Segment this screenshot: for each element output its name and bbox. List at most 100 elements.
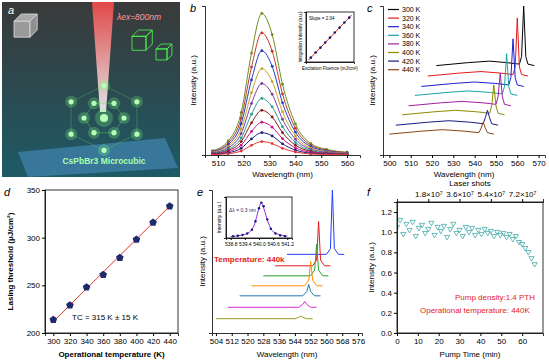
tick: 440 [164, 333, 178, 346]
marker [263, 205, 265, 207]
marker [507, 232, 512, 236]
tick-label: 320 [64, 337, 78, 346]
legend-swatch [388, 60, 399, 61]
tick-mark [480, 333, 481, 336]
axis-line [398, 334, 544, 337]
axis-line [224, 198, 227, 239]
marker [271, 65, 274, 68]
tick: 1.0 [381, 228, 397, 237]
marker [227, 152, 230, 155]
tick-label: 560 [511, 159, 525, 168]
tick-mark [394, 232, 397, 233]
tick: 1.8×10⁷ [415, 190, 443, 202]
tick-label: 540.6 [267, 241, 280, 247]
tick: 544 [289, 333, 303, 346]
tick-label: 512 [226, 337, 240, 346]
data-line [389, 122, 493, 134]
legend: 300 K320 K340 K360 K380 K400 K420 K440 K [388, 6, 421, 73]
data-line [251, 262, 322, 286]
axis-bottom: 504512520528536544552560568576 [210, 333, 366, 346]
marker [410, 220, 415, 224]
tick: 350 [27, 186, 45, 195]
tick-label: 541.2 [282, 241, 295, 247]
emission-dot [101, 148, 106, 153]
tick: 420 [147, 333, 161, 346]
tick-mark [539, 155, 540, 158]
marker [250, 91, 253, 94]
marker [319, 46, 322, 49]
panel: 510520530540550560Wavelength (nm)Intensi… [189, 2, 361, 179]
laser-beam [92, 2, 114, 112]
tick-label: 528 [257, 337, 271, 346]
tick-mark [120, 333, 121, 336]
tick: 7.2×10⁷ [509, 190, 537, 202]
tick: 0.0 [381, 329, 397, 338]
tick: 0.8 [381, 248, 397, 257]
marker [50, 316, 58, 323]
tick-label: 1.2 [381, 208, 393, 217]
panel: 01020304050600.00.20.40.60.81.01.21.8×10… [367, 179, 544, 359]
marker [279, 234, 281, 236]
marker [294, 144, 297, 147]
emission-dot [111, 101, 116, 106]
axis-top: 1.8×10⁷3.6×10⁷5.4×10⁷7.2×10⁷ [398, 190, 544, 203]
marker [488, 229, 493, 233]
marks [308, 15, 351, 60]
axis-left [224, 198, 227, 239]
legend-label: 400 K [402, 49, 421, 56]
tick: 510 [212, 155, 226, 168]
emission-glow [65, 96, 77, 108]
marker [310, 153, 313, 155]
marker [504, 235, 509, 239]
tick: 540 [468, 155, 482, 168]
emission-glow [88, 97, 100, 109]
marker [404, 222, 409, 226]
emission-dot [91, 101, 96, 106]
tick-label: 560 [320, 337, 334, 346]
tick-mark [460, 333, 461, 336]
marker [240, 140, 243, 143]
tick-mark [394, 333, 397, 334]
tick-mark [244, 155, 245, 158]
emission-dot [121, 115, 126, 120]
tick: 540.6 [267, 238, 280, 247]
panel-label: e [197, 186, 203, 198]
x-axis-title: Pump Time (min) [440, 350, 501, 359]
y-axis-title: Intensity (a.u.) [368, 55, 377, 106]
tick: 300 [27, 234, 45, 243]
marker [271, 80, 274, 83]
x2-axis-title: Laser shots [449, 179, 490, 188]
tick: 400 [130, 333, 144, 346]
marker [211, 152, 214, 155]
panel: 300320340360380400420440200250300350Oper… [4, 186, 179, 359]
marker [240, 144, 243, 147]
tick-mark [432, 155, 433, 158]
data-line [287, 190, 344, 254]
emission-glow [108, 97, 120, 109]
crystal-outline [156, 49, 167, 60]
marker [398, 218, 403, 222]
sample-label: CsPbBr3 Microcubic [62, 156, 145, 166]
marker [116, 254, 124, 261]
axis-line [394, 203, 398, 334]
data-line [213, 122, 347, 154]
legend-swatch [388, 69, 399, 70]
marker [457, 228, 462, 232]
marker [258, 207, 260, 209]
marker [281, 101, 284, 104]
marker [250, 79, 253, 82]
marker [251, 229, 253, 231]
tick-mark [218, 155, 219, 158]
tick-label: 510 [212, 159, 226, 168]
data-line [402, 85, 504, 115]
tick-label: 7.2×10⁷ [509, 190, 537, 199]
marker [310, 56, 313, 59]
legend-label: 320 K [402, 15, 421, 22]
marker [232, 235, 234, 237]
marker [329, 36, 332, 39]
tick-label: 1.0 [381, 228, 393, 237]
panel-label: d [4, 186, 11, 198]
legend-swatch [388, 18, 399, 19]
tick-mark [248, 333, 249, 336]
tick-mark [394, 212, 397, 213]
